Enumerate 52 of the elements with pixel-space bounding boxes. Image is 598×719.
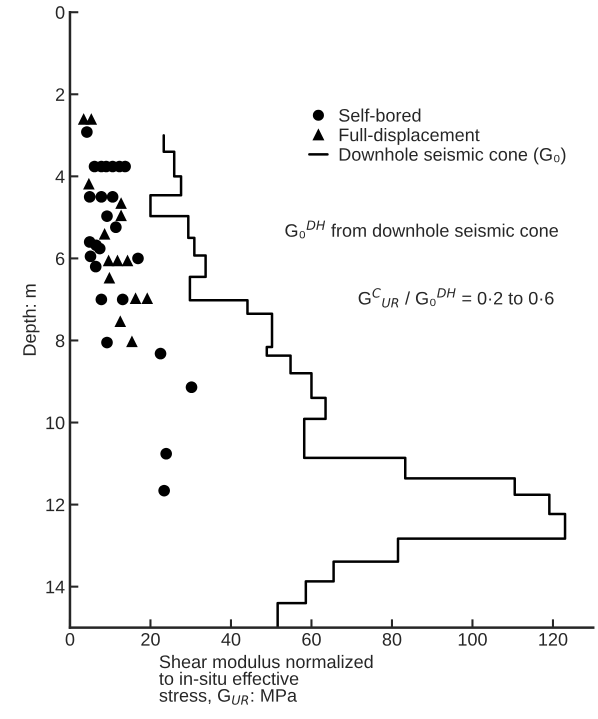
point xyxy=(160,448,172,460)
y-tick-label: 2 xyxy=(56,88,64,101)
x-tick-label: 0 xyxy=(66,633,74,646)
point xyxy=(96,191,108,203)
y-tick-label: 12 xyxy=(46,498,64,512)
point xyxy=(83,178,95,190)
point xyxy=(110,221,122,234)
point xyxy=(116,294,129,306)
x-tick-label: 20 xyxy=(141,633,160,646)
point xyxy=(114,315,126,327)
y-tick-label: 14 xyxy=(46,580,65,594)
point xyxy=(104,272,116,284)
point xyxy=(102,254,114,266)
point xyxy=(90,260,102,272)
point xyxy=(85,113,98,125)
x-tick-label: 40 xyxy=(221,633,240,646)
point xyxy=(141,292,154,304)
y-tick-label: 8 xyxy=(56,334,64,348)
y-tick-label: 4 xyxy=(55,170,65,183)
x-tick-label: 120 xyxy=(539,633,568,646)
point xyxy=(101,210,113,222)
y-tick-label: 10 xyxy=(46,416,64,430)
annotation: G$^{C}$$_{UR}$ / G₀$^{DH}$ = 0·2 to 0·6 xyxy=(358,288,554,308)
point xyxy=(130,292,142,304)
legend-label: Self-bored xyxy=(339,108,420,122)
point xyxy=(126,335,138,348)
point xyxy=(84,250,96,262)
point xyxy=(98,228,110,240)
point xyxy=(132,252,144,264)
point xyxy=(81,126,93,138)
point xyxy=(158,484,170,496)
legend-label: Downhole seismic cone (G₀) xyxy=(340,148,566,164)
point xyxy=(186,381,198,394)
x-axis-title: Shear modulus normalized to in-situ effective stress, G$_{UR}$: MPa xyxy=(159,654,373,705)
x-tick-label: 100 xyxy=(458,633,487,646)
point xyxy=(115,210,127,222)
point xyxy=(115,197,127,209)
point xyxy=(154,348,166,360)
point xyxy=(112,254,124,266)
point xyxy=(96,294,108,306)
point xyxy=(106,191,118,203)
legend-label: Full-displacement xyxy=(340,128,480,145)
x-tick-label: 80 xyxy=(382,633,402,646)
x-tick-label: 60 xyxy=(302,633,321,646)
point xyxy=(122,254,134,266)
y-tick-label: 0 xyxy=(56,6,64,19)
y-tick-label: 6 xyxy=(56,252,64,266)
y-axis-title: Depth: m xyxy=(22,284,40,356)
point xyxy=(84,191,96,203)
point xyxy=(94,242,106,254)
annotation: G₀$^{DH}$ from downhole seismic cone xyxy=(285,220,558,238)
point xyxy=(101,336,113,348)
